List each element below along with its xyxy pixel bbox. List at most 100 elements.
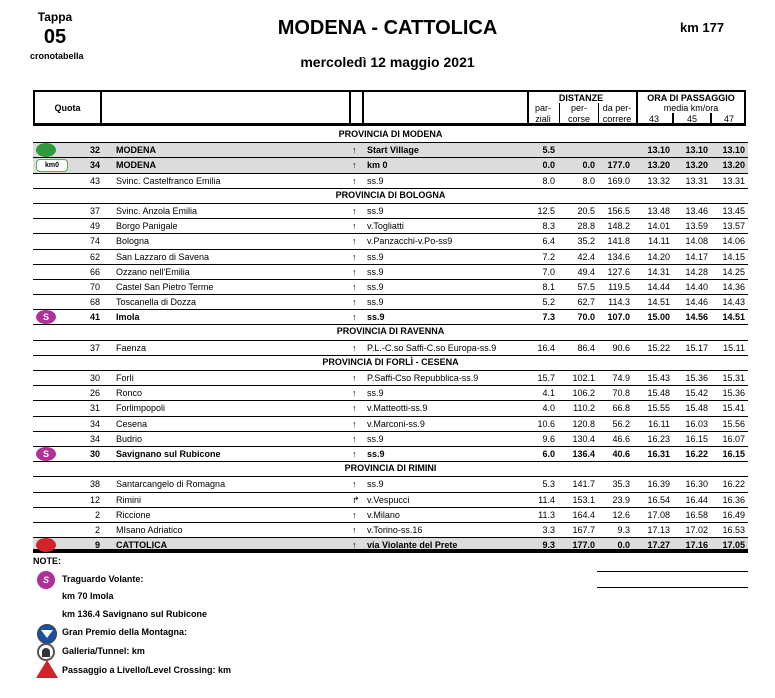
partial-distance: 10.6 (537, 418, 555, 429)
distance-covered: 167.7 (572, 524, 595, 535)
table-row: 37 Faenza ↑ P.L.-C.so Saffi-C.so Europa-ss.… (33, 341, 748, 356)
time-47: 16.49 (722, 509, 745, 520)
location-name: Forlì (116, 373, 134, 383)
distance-covered: 130.4 (572, 433, 595, 444)
distance-remaining: 0.0 (617, 540, 630, 551)
partial-distance: 7.3 (542, 312, 555, 323)
col-parziali: par-ziali (534, 103, 551, 124)
altitude: 32 (89, 145, 100, 156)
table-row: 31 Forlimpopoli ↑ v.Matteotti-ss.9 4.0 110.2 6… (33, 401, 748, 417)
time-47: 14.43 (722, 297, 745, 308)
distance-covered: 62.7 (577, 297, 595, 308)
time-43: 14.01 (647, 221, 670, 232)
location-name: Ozzano nell'Emilia (116, 266, 190, 277)
time-45: 15.48 (685, 403, 708, 414)
location-name: Svinc. Castelfranco Emilia (116, 175, 221, 186)
table-row: 12 Rimini ↱ v.Vespucci 11.4 153.1 23.9 16.54 16.… (33, 493, 748, 508)
province-name: PROVINCIA DI BOLOGNA (335, 189, 446, 200)
road-name: ss.9 (367, 433, 384, 444)
note-tunnel: Galleria/Tunnel: km (62, 646, 145, 656)
time-45: 15.42 (685, 388, 708, 399)
distance-remaining: 127.6 (607, 266, 630, 277)
altitude: 68 (89, 297, 100, 308)
table-row: 70 Castel San Pietro Terme ↑ ss.9 8.1 57.5 119… (33, 280, 748, 296)
time-47: 15.11 (723, 342, 745, 353)
col-media: media km/ora (663, 103, 719, 113)
partial-distance: 4.0 (542, 403, 555, 414)
road-name: km 0 (367, 160, 388, 171)
partial-distance: 8.1 (542, 281, 555, 292)
time-43: 13.20 (647, 160, 670, 171)
time-43: 17.08 (647, 509, 670, 520)
table-row: 34 Cesena ↑ v.Marconi-ss.9 10.6 120.8 56.2 16.1… (33, 417, 748, 432)
time-45: 13.31 (685, 175, 708, 186)
table-row: 30 Forlì ↑ P.Saffi-Cso Repubblica-ss.9 15.7 1… (33, 371, 748, 387)
distance-covered: 106.2 (572, 388, 595, 399)
direction-arrow: ↱ (352, 494, 360, 505)
altitude: 74 (89, 236, 100, 247)
time-47: 16.22 (722, 479, 745, 490)
distance-remaining: 156.5 (607, 205, 630, 216)
time-45: 14.56 (685, 312, 708, 323)
distance-remaining: 12.6 (612, 509, 630, 520)
partial-distance: 11.3 (538, 509, 555, 520)
time-47: 15.36 (722, 388, 745, 399)
direction-arrow: ↑ (352, 418, 357, 429)
distance-remaining: 35.3 (612, 479, 630, 490)
time-47: 16.53 (722, 524, 745, 535)
notes-title: NOTE: (33, 556, 61, 566)
distance-covered: 141.7 (572, 479, 595, 490)
page-title: MODENA - CATTOLICA (277, 17, 498, 39)
mountain-icon (37, 624, 57, 644)
distance-remaining: 56.2 (612, 418, 630, 429)
time-45: 14.08 (685, 236, 708, 247)
col-quota: Quota (54, 103, 81, 113)
time-43: 15.43 (647, 373, 670, 383)
time-45: 14.28 (685, 266, 708, 277)
direction-arrow: ↑ (352, 297, 357, 308)
partial-distance: 4.1 (542, 388, 555, 399)
time-45: 16.58 (685, 509, 708, 520)
partial-distance: 5.2 (542, 297, 555, 308)
stage-number: 05 (43, 26, 67, 48)
distance-remaining: 141.8 (607, 236, 630, 247)
location-name: Svinc. Anzola Emilia (116, 205, 198, 216)
road-name: ss.9 (367, 297, 384, 308)
road-name: ss.9 (367, 479, 384, 490)
distance-covered: 0.0 (582, 160, 595, 171)
location-name: CATTOLICA (116, 540, 168, 551)
altitude: 30 (89, 448, 100, 459)
distance-covered: 102.1 (572, 373, 595, 383)
time-45: 15.17 (685, 342, 708, 353)
table-row: 38 Santarcangelo di Romagna ↑ ss.9 5.3 141.7 3… (33, 477, 748, 493)
tappa-label: Tappa (37, 10, 73, 24)
direction-arrow: ↑ (352, 221, 357, 232)
time-45: 16.22 (685, 448, 708, 459)
partial-distance: 7.0 (542, 266, 555, 277)
time-45: 13.46 (685, 205, 708, 216)
location-name: MODENA (116, 145, 156, 156)
distance-covered: 49.4 (577, 266, 595, 277)
location-name: MIsano Adriatico (116, 524, 183, 535)
partial-distance: 15.7 (537, 373, 555, 383)
time-43: 16.39 (647, 479, 670, 490)
time-43: 14.31 (647, 266, 670, 277)
table-row: 2 MIsano Adriatico ↑ v.Torino-ss.16 3.3 167.7… (33, 523, 748, 539)
partial-distance: 11.4 (538, 494, 555, 505)
bike-start-icon (36, 143, 56, 158)
table-row: 62 San Lazzaro di Savena ↑ ss.9 7.2 42.4 134.6… (33, 250, 748, 265)
direction-arrow: ↑ (352, 524, 357, 535)
col-da-percorrere: da per-correre (602, 103, 632, 124)
altitude: 30 (89, 373, 100, 383)
distance-covered: 120.8 (572, 418, 595, 429)
distance-covered: 164.4 (572, 509, 595, 520)
location-name: Borgo Panigale (116, 221, 178, 232)
province-name: PROVINCIA DI RIMINI (344, 463, 437, 474)
road-name: P.Saffi-Cso Repubblica-ss.9 (367, 373, 479, 383)
direction-arrow: ↑ (352, 403, 357, 414)
location-name: Savignano sul Rubicone (116, 448, 221, 459)
time-43: 14.11 (648, 236, 670, 247)
direction-arrow: ↑ (352, 509, 357, 520)
distance-covered: 110.2 (573, 403, 595, 414)
direction-arrow: ↑ (352, 388, 357, 399)
